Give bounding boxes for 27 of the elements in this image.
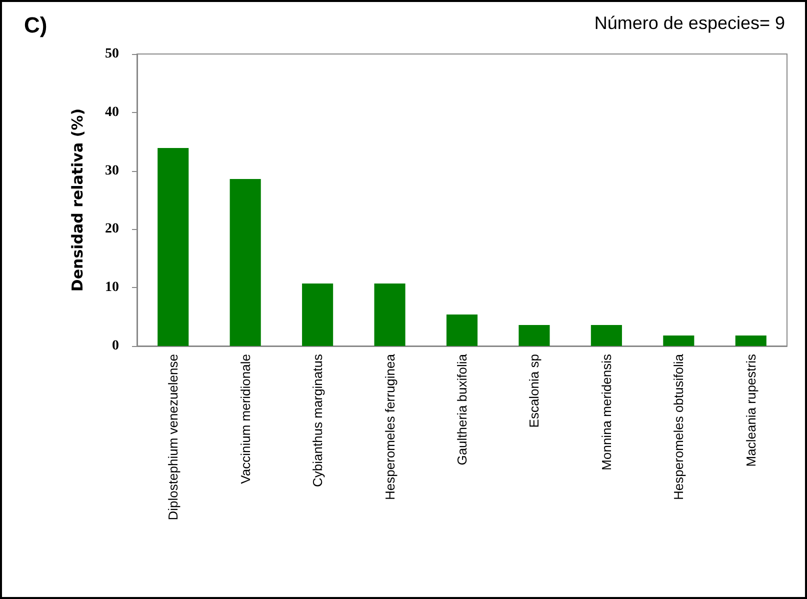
y-tick-label: 0 — [112, 338, 119, 354]
text: Número de especies= 9 — [594, 13, 785, 33]
x-tick-label: Hesperomeles obtusifolia — [671, 353, 686, 500]
y-tick-label: 50 — [105, 46, 119, 62]
x-tick-label: Cybianthus marginatus — [310, 354, 326, 487]
bar — [302, 284, 334, 346]
y-tick-label: 10 — [105, 280, 119, 296]
x-tick-label: Hesperomeles ferruginea — [382, 353, 398, 500]
x-tick-label: Diplostephium venezuelense — [166, 354, 181, 520]
y-tick-label: 20 — [105, 222, 119, 237]
bar — [518, 324, 550, 346]
y-axis-title: Densidad relativa (%) — [68, 108, 86, 292]
bar — [663, 335, 694, 346]
x-tick-label: Macleania rupestris — [743, 354, 758, 467]
text: C) — [24, 12, 48, 38]
y-tick-label: 40 — [105, 104, 119, 120]
x-tick-label: Monnina meridensis — [598, 354, 614, 470]
y-tick-label: 30 — [105, 163, 119, 178]
x-tick-label: Escalonia sp — [526, 354, 542, 428]
bar — [446, 314, 478, 346]
bar — [374, 284, 406, 346]
x-tick-label: Gaultheria buxifolia — [454, 353, 470, 466]
bar — [590, 324, 622, 346]
bar — [158, 148, 189, 346]
bar — [230, 178, 261, 346]
x-tick-label: Vaccinium meridionale — [238, 354, 253, 484]
bar — [735, 335, 766, 346]
